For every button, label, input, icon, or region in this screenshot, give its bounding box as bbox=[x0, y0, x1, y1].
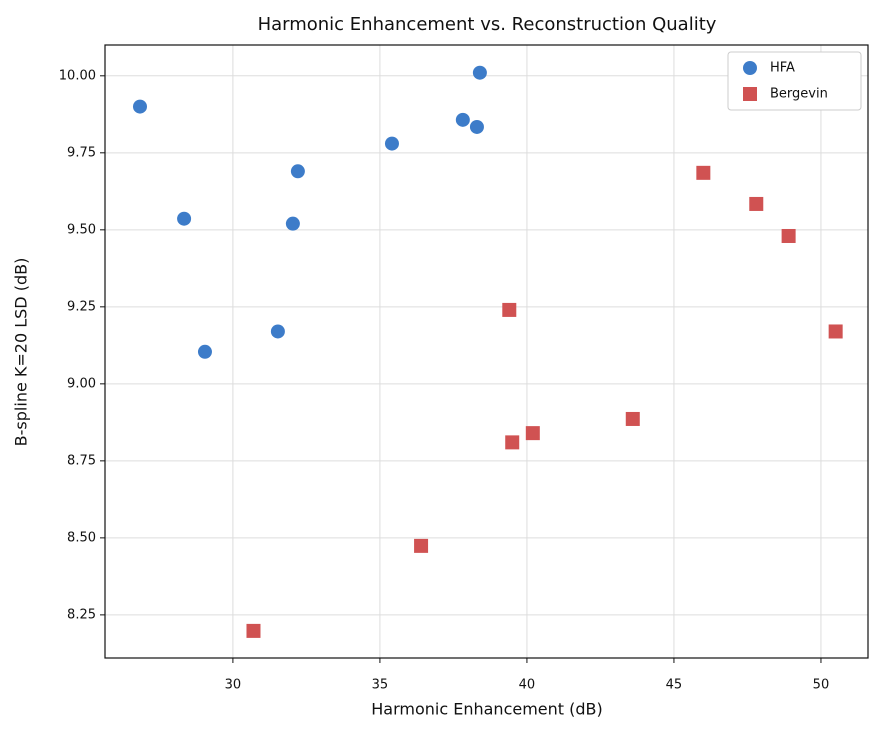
legend-box bbox=[727, 51, 862, 111]
data-point bbox=[828, 324, 843, 339]
x-axis-label: Harmonic Enhancement (dB) bbox=[371, 700, 603, 719]
x-tick-label: 30 bbox=[225, 678, 242, 693]
data-point bbox=[625, 411, 640, 426]
legend-label: HFA bbox=[770, 61, 795, 76]
y-tick-label: 9.00 bbox=[67, 376, 96, 391]
data-point bbox=[177, 211, 192, 226]
y-tick-label: 8.75 bbox=[67, 453, 96, 468]
y-tick-label: 8.50 bbox=[67, 530, 96, 545]
y-tick-label: 8.25 bbox=[67, 607, 96, 622]
legend-marker bbox=[743, 61, 757, 75]
data-point bbox=[472, 65, 487, 80]
data-point bbox=[285, 216, 300, 231]
data-point bbox=[696, 165, 711, 180]
data-point bbox=[384, 136, 399, 151]
data-point bbox=[749, 196, 764, 211]
y-tick-label: 10.00 bbox=[59, 68, 96, 83]
x-tick-label: 45 bbox=[666, 678, 683, 693]
y-tick-label: 9.50 bbox=[67, 222, 96, 237]
legend-marker bbox=[743, 87, 757, 101]
chart-title: Harmonic Enhancement vs. Reconstruction … bbox=[258, 14, 717, 35]
data-point bbox=[290, 164, 305, 179]
y-tick-label: 9.25 bbox=[67, 299, 96, 314]
x-tick-label: 40 bbox=[519, 678, 536, 693]
data-point bbox=[469, 119, 484, 134]
legend-label: Bergevin bbox=[770, 87, 828, 102]
data-point bbox=[505, 435, 520, 450]
y-tick-label: 9.75 bbox=[67, 145, 96, 160]
data-point bbox=[455, 112, 470, 127]
data-point bbox=[246, 623, 261, 638]
plot-frame bbox=[104, 44, 869, 659]
data-point bbox=[414, 538, 429, 553]
y-axis-label: B-spline K=20 LSD (dB) bbox=[12, 258, 31, 447]
data-point bbox=[525, 426, 540, 441]
x-tick-label: 35 bbox=[372, 678, 389, 693]
data-point bbox=[132, 99, 147, 114]
data-point bbox=[270, 324, 285, 339]
x-tick-label: 50 bbox=[813, 678, 830, 693]
data-point bbox=[502, 302, 517, 317]
data-point bbox=[781, 228, 796, 243]
data-point bbox=[197, 344, 212, 359]
